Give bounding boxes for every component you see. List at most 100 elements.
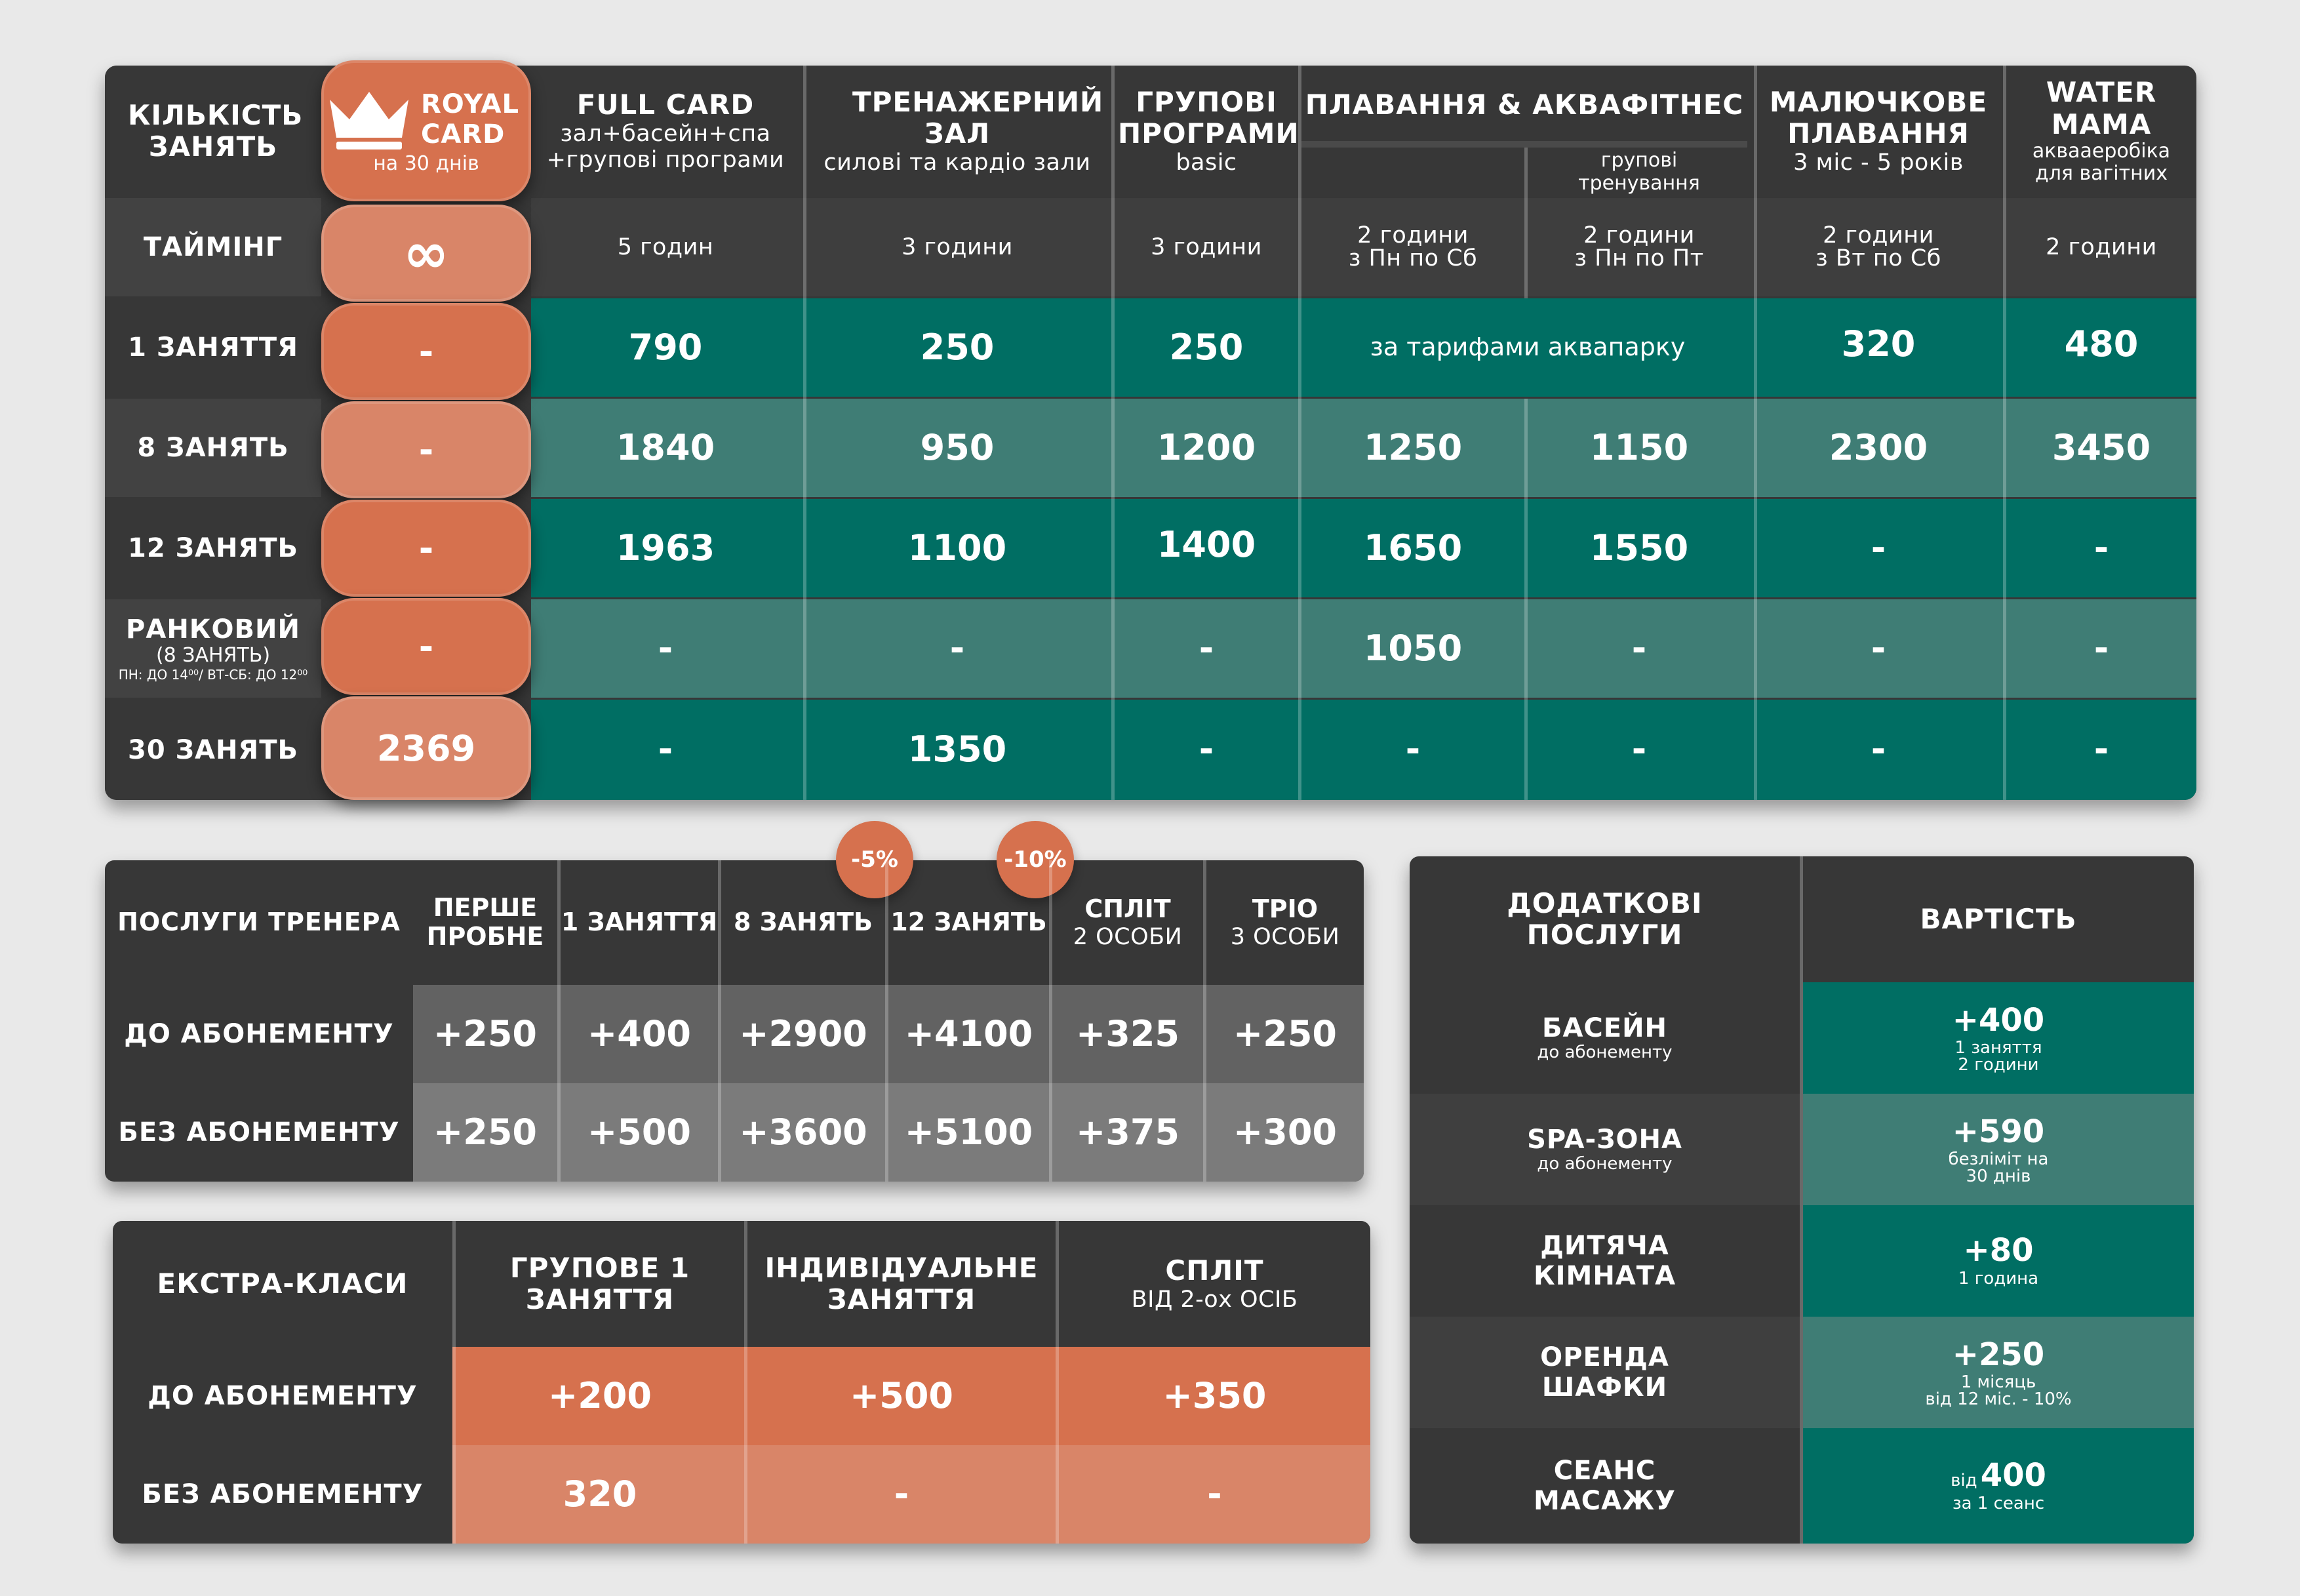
trainer-row-label-with: ДО АБОНЕМЕНТУ xyxy=(124,1019,394,1049)
price-cell: - xyxy=(1631,728,1647,770)
timing-baby: 2 години з Вт по Сб xyxy=(1815,222,1941,271)
header-group: ГРУПОВІ ПРОГРАМИ basic xyxy=(1118,85,1299,176)
price-cell: - xyxy=(1199,728,1214,770)
price-cell: 1150 xyxy=(1589,426,1689,468)
trainer-price: +400 xyxy=(587,1012,691,1054)
discount-badge-10: -10% xyxy=(997,821,1074,898)
extra-price: +200 xyxy=(548,1374,652,1416)
price-cell: - xyxy=(2093,527,2109,569)
service-kids-room: ДИТЯЧА КІМНАТА xyxy=(1533,1231,1676,1291)
trainer-price: +2900 xyxy=(739,1012,867,1054)
price-cell: - xyxy=(1871,627,1886,669)
price-cell: 950 xyxy=(920,426,995,468)
extra-price: - xyxy=(1207,1473,1222,1515)
royal-timing: ∞ xyxy=(321,205,531,302)
royal-row-8: - xyxy=(321,401,531,498)
trainer-col-split: СПЛІТ 2 ОСОБИ xyxy=(1073,894,1183,950)
header-full-card: FULL CARD зал+басейн+спа +групові програ… xyxy=(546,88,785,174)
trainer-price: +375 xyxy=(1076,1111,1180,1153)
price-cell: - xyxy=(1405,728,1421,770)
trainer-price: +325 xyxy=(1076,1012,1180,1054)
price-cell: 320 xyxy=(1841,323,1916,365)
price-cell: 1350 xyxy=(907,728,1007,770)
trainer-price: +3600 xyxy=(739,1111,867,1153)
price-cell: 480 xyxy=(2064,323,2139,365)
extra-price: +350 xyxy=(1162,1374,1267,1416)
service-massage: СЕАНС МАСАЖУ xyxy=(1534,1456,1676,1516)
aquapark-tariff-note: за тарифами аквапарку xyxy=(1370,332,1686,362)
price-cell: - xyxy=(1871,728,1886,770)
header-count-label: КІЛЬКІСТЬ ЗАНЯТЬ xyxy=(105,66,321,197)
row-label-30: 30 ЗАНЯТЬ xyxy=(105,700,321,800)
price-cell: - xyxy=(1199,627,1214,669)
timing-water: 2 години xyxy=(2046,233,2157,260)
extra-col-individual: ІНДИВІДУАЛЬНЕ ЗАНЯТТЯ xyxy=(764,1251,1039,1315)
price-cell: 1400 xyxy=(1157,523,1256,565)
price-cell: - xyxy=(2093,728,2109,770)
extra-price: +500 xyxy=(850,1374,953,1416)
trainer-price: +4100 xyxy=(904,1012,1033,1054)
row-label-morning: РАНКОВИЙ (8 ЗАНЯТЬ) ПН: ДО 14⁰⁰/ ВТ-СБ: … xyxy=(105,599,321,698)
price-cell: 250 xyxy=(920,326,995,368)
price-cell: 1550 xyxy=(1589,527,1689,569)
row-label-8: 8 ЗАНЯТЬ xyxy=(105,399,321,497)
service-massage-price: від 400 за 1 сеанс xyxy=(1803,1428,2194,1544)
trainer-price: +250 xyxy=(433,1111,537,1153)
row-label-1: 1 ЗАНЯТТЯ xyxy=(105,298,321,397)
timing-label: ТАЙМІНГ xyxy=(105,198,321,296)
price-cell: 1963 xyxy=(616,527,715,569)
price-cell: 1840 xyxy=(616,426,715,468)
trainer-col-trio: ТРІО 3 ОСОБИ xyxy=(1230,894,1340,950)
trainer-price: +250 xyxy=(433,1012,537,1054)
price-cell: - xyxy=(2093,627,2109,669)
price-cell: - xyxy=(949,627,965,669)
royal-row-30: 2369 xyxy=(321,696,531,800)
timing-full: 5 годин xyxy=(617,233,714,260)
trainer-col-1: 1 ЗАНЯТТЯ xyxy=(561,908,718,937)
header-swim: ПЛАВАННЯ & АКВАФІТНЕС xyxy=(1305,88,1744,121)
extra-price: 320 xyxy=(563,1473,637,1515)
price-cell: 3450 xyxy=(2052,426,2151,468)
royal-row-1: - xyxy=(321,303,531,400)
royal-card-header: ROYAL CARD на 30 днів xyxy=(321,60,531,201)
service-pool: БАСЕЙН до абонементу xyxy=(1537,1013,1673,1063)
price-cell: - xyxy=(658,728,673,770)
royal-row-morning: - xyxy=(321,598,531,695)
timing-group: 3 години xyxy=(1151,233,1262,260)
extra-col-split: СПЛІТ ВІД 2-ох ОСІБ xyxy=(1131,1254,1298,1313)
trainer-price: +5100 xyxy=(904,1111,1033,1153)
service-spa: SPA-ЗОНА до абонементу xyxy=(1410,1094,1800,1205)
price-cell: 2300 xyxy=(1829,426,1928,468)
price-cell: - xyxy=(1871,527,1886,569)
timing-gym: 3 години xyxy=(902,233,1013,260)
service-pool-price: +400 1 заняття 2 години xyxy=(1803,982,2194,1094)
discount-badge-5: -5% xyxy=(836,821,913,898)
trainer-price: +250 xyxy=(1233,1012,1337,1054)
service-spa-price: +590 безліміт на 30 днів xyxy=(1803,1094,2194,1205)
extra-row-label-with: ДО АБОНЕМЕНТУ xyxy=(148,1381,418,1411)
timing-swim-2: 2 години з Пн по Пт xyxy=(1574,222,1704,271)
header-swim-group: групові тренування xyxy=(1578,149,1700,195)
additional-title: ДОДАТКОВІ ПОСЛУГИ xyxy=(1507,887,1703,951)
crown-icon xyxy=(330,92,408,150)
row-label-12: 12 ЗАНЯТЬ xyxy=(105,499,321,597)
header-water-mama: WATER MAMA аквааеробіка для вагітних xyxy=(2032,76,2171,186)
trainer-price: +300 xyxy=(1233,1111,1337,1153)
timing-swim-1: 2 години з Пн по Сб xyxy=(1348,222,1478,271)
trainer-col-12: 12 ЗАНЯТЬ xyxy=(890,908,1047,937)
price-cell: 1050 xyxy=(1363,627,1463,669)
royal-row-12: - xyxy=(321,500,531,597)
trainer-title: ПОСЛУГИ ТРЕНЕРА xyxy=(117,908,401,937)
price-cell: - xyxy=(658,627,673,669)
trainer-col-8: 8 ЗАНЯТЬ xyxy=(733,908,873,937)
trainer-row-label-without: БЕЗ АБОНЕМЕНТУ xyxy=(118,1117,400,1147)
infinity-icon: ∞ xyxy=(403,221,449,285)
price-cell: - xyxy=(1631,627,1647,669)
extra-col-group: ГРУПОВЕ 1 ЗАНЯТТЯ xyxy=(509,1251,690,1315)
header-gym: ТРЕНАЖЕРНИЙ ЗАЛ силові та кардіо зали xyxy=(823,85,1104,176)
service-kids-room-price: +80 1 година xyxy=(1803,1205,2194,1317)
price-cell: 250 xyxy=(1169,326,1244,368)
price-cell: 1650 xyxy=(1363,527,1463,569)
price-cell: 1200 xyxy=(1157,426,1256,468)
price-cell: 790 xyxy=(628,326,703,368)
